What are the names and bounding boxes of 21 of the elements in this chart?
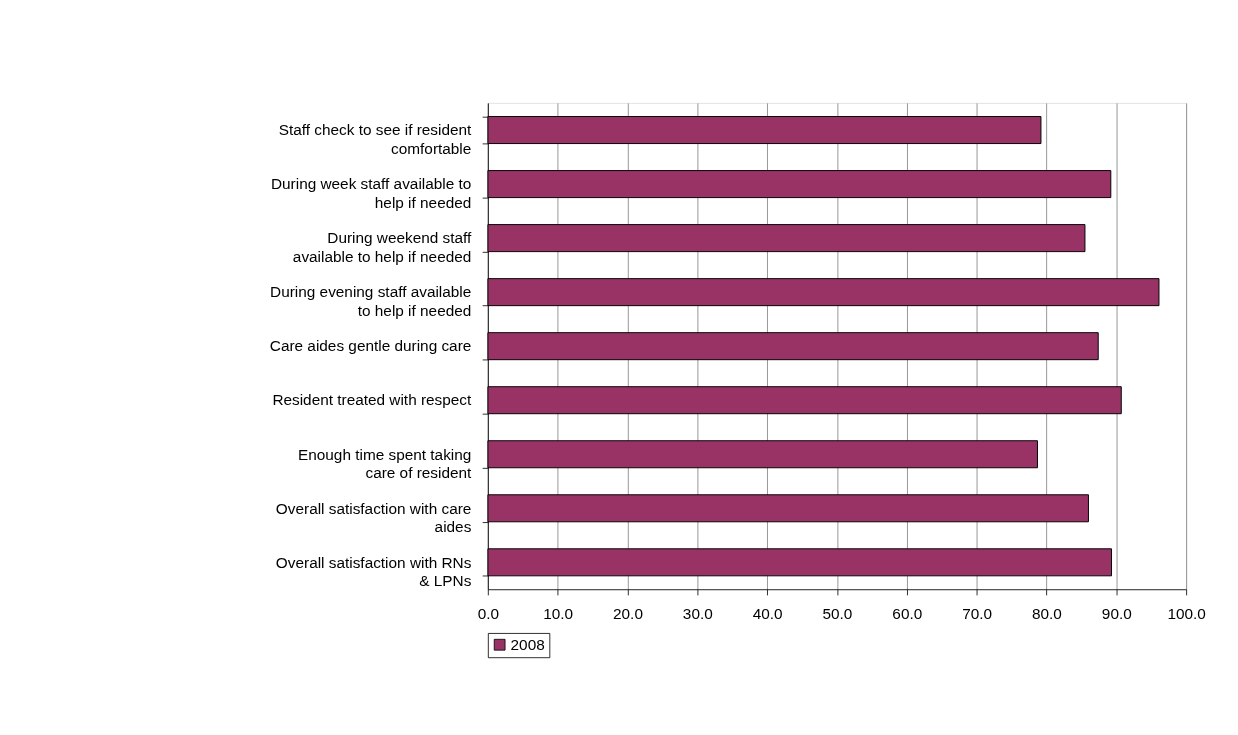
y-tick-label: During week staff available to help if needed [270,175,472,211]
x-tick-label: 0.0 [477,604,499,622]
legend-label: 2008 [510,635,545,653]
x-tick-label: 20.0 [613,604,643,622]
y-tick-label: Overall satisfaction with RNs & LPNs [275,553,472,590]
y-tick-label: Enough time spent taking care of resident [297,445,473,482]
x-tick-label: 40.0 [752,604,783,622]
y-tick-label: During weekend staff available to help if needed [292,229,473,265]
y-tick-label: Care aides gentle during care [269,337,472,355]
x-tick-label: 10.0 [543,604,574,622]
x-tick-label: 60.0 [892,604,923,622]
x-tick-label: 30.0 [682,604,713,622]
y-tick-label: Overall satisfaction with care aides [275,499,472,536]
x-tick-label: 90.0 [1101,604,1132,622]
y-tick-label: During evening staff available to help if needed [270,283,472,320]
y-tick-label: Staff check to see if resident comfortable [278,121,473,157]
x-tick-label: 70.0 [962,604,993,622]
x-tick-label: 100.0 [1167,604,1206,622]
x-tick-label: 50.0 [822,604,853,622]
x-tick-label: 80.0 [1032,604,1062,622]
y-tick-label: Resident treated with respect [272,391,473,409]
